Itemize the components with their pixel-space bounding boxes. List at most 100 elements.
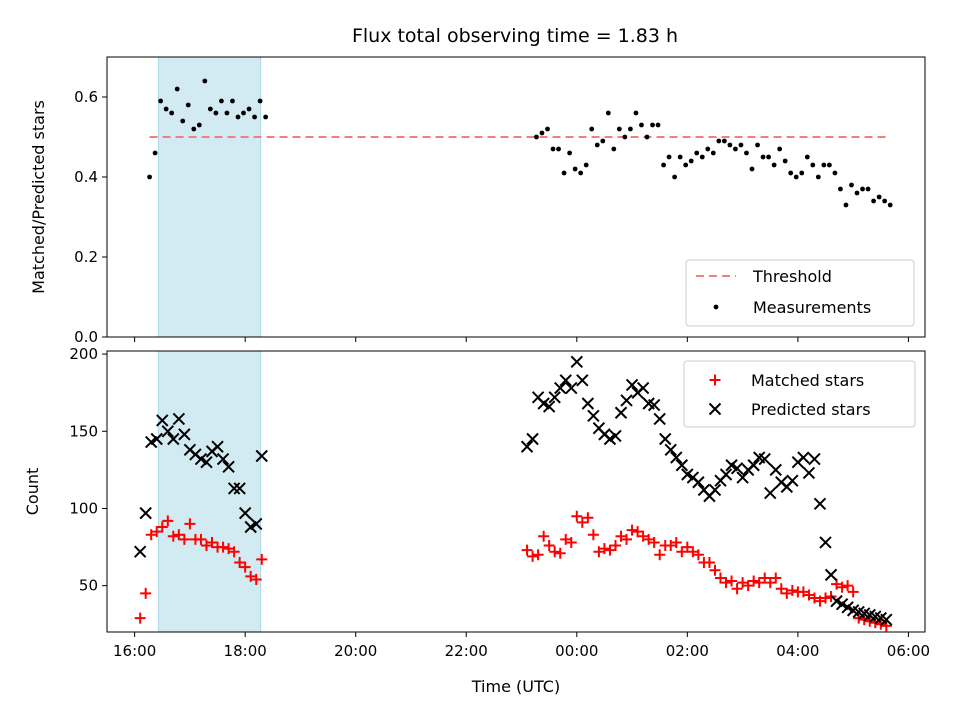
predicted-star-point: [156, 414, 169, 427]
matched-star-point: [687, 546, 699, 558]
measurement-point: [600, 138, 606, 144]
matched-star-point: [626, 524, 638, 536]
predicted-star-point: [554, 381, 567, 395]
matched-star-point: [239, 561, 251, 573]
legend: Matched stars Predicted stars: [683, 360, 916, 428]
predicted-star-point: [675, 459, 689, 472]
matched-star-point: [748, 575, 760, 587]
measurement-point: [832, 170, 838, 176]
matched-star-point: [527, 550, 539, 562]
measurement-point: [843, 202, 849, 208]
measurement-point: [887, 202, 893, 208]
matched-star-point: [797, 586, 809, 598]
matched-star-point: [808, 592, 820, 604]
measurement-point: [749, 166, 755, 172]
measurement-point: [219, 98, 224, 104]
y-tick-label: 100: [69, 499, 98, 517]
legend-predicted-swatch: [708, 402, 722, 416]
measurement-point: [152, 150, 158, 156]
matched-star-point: [703, 557, 715, 569]
legend-measurements-swatch: [713, 304, 719, 310]
predicted-star-point: [692, 476, 705, 489]
legend: Threshold Measurements: [685, 259, 915, 327]
measurement-point: [865, 186, 871, 192]
measurement-point: [661, 162, 666, 168]
measurement-point: [639, 122, 644, 128]
measurement-point: [760, 154, 766, 160]
measurement-point: [174, 86, 180, 92]
measurement-point: [545, 126, 550, 132]
matched-star-point: [256, 553, 268, 565]
matched-star-point: [582, 512, 594, 524]
predicted-star-point: [664, 443, 677, 457]
matched-star-point: [184, 518, 196, 530]
measurement-point: [782, 158, 788, 164]
measurement-point: [699, 154, 705, 160]
matched-star-point: [632, 526, 644, 538]
predicted-star-point: [161, 425, 175, 438]
predicted-star-point: [200, 455, 213, 469]
predicted-star-point: [764, 486, 777, 500]
matched-star-point: [576, 516, 588, 528]
measurement-point: [688, 158, 694, 164]
matched-star-point: [775, 583, 787, 595]
predicted-star-point: [824, 568, 838, 582]
matched-star-point: [665, 540, 677, 552]
measurement-point: [666, 154, 672, 160]
measurement-point: [771, 162, 777, 168]
matched-star-point: [532, 549, 544, 561]
measurement-point: [185, 102, 191, 108]
measurement-point: [804, 154, 810, 160]
legend-box: [683, 360, 916, 428]
x-tick-label: 18:00: [224, 642, 267, 660]
predicted-star-point: [747, 459, 760, 472]
measurement-point: [628, 126, 633, 132]
y-tick-label: 50: [79, 577, 98, 595]
matched-star-point: [140, 587, 152, 599]
measurement-point: [594, 142, 600, 148]
matched-star-point: [654, 549, 666, 561]
predicted-star-point: [736, 471, 749, 484]
shaded-region: [157, 350, 262, 633]
predicted-star-point: [647, 398, 661, 412]
matched-star-point: [587, 529, 599, 541]
measurement-point: [672, 174, 678, 180]
measurement-point: [605, 110, 611, 116]
shaded-region: [157, 56, 262, 338]
chart-title: Flux total observing time = 1.83 h: [352, 25, 678, 47]
measurement-point: [163, 106, 169, 112]
matched-star-point: [549, 546, 561, 558]
predicted-star-point: [167, 432, 180, 446]
count-panel-frame: [106, 350, 926, 633]
matched-star-point: [764, 577, 776, 589]
measurement-point: [810, 162, 816, 168]
measurement-point: [567, 150, 573, 156]
count-panel: 50 100 150 200 16:00 18:00 20:00 22:00 00:00 02:0…: [23, 345, 930, 696]
predicted-star-point: [808, 452, 821, 466]
measurement-point: [534, 134, 539, 140]
measurement-point: [849, 182, 854, 188]
matched-star-point: [156, 521, 168, 533]
matched-star-point: [223, 543, 235, 555]
measurement-point: [257, 98, 263, 104]
measurement-point: [716, 138, 722, 144]
matched-star-point: [206, 536, 218, 548]
measurement-point: [738, 142, 744, 148]
measurement-point: [705, 146, 711, 152]
matched-star-point: [151, 526, 163, 538]
x-tick-label: 16:00: [113, 642, 156, 660]
predicted-star-point: [813, 497, 827, 511]
x-tick-label: 02:00: [666, 642, 709, 660]
measurement-point: [821, 162, 827, 168]
matched-star-point: [637, 530, 649, 542]
matched-star-point: [615, 530, 627, 542]
measurement-point: [252, 114, 257, 120]
measurement-point: [755, 142, 760, 148]
measurement-point: [793, 174, 799, 180]
predicted-star-point: [797, 451, 810, 464]
predicted-star-point: [880, 613, 893, 626]
measurement-point: [644, 134, 650, 140]
measurement-point: [788, 170, 794, 176]
predicted-star-point: [178, 428, 191, 441]
measurement-point: [871, 198, 876, 204]
